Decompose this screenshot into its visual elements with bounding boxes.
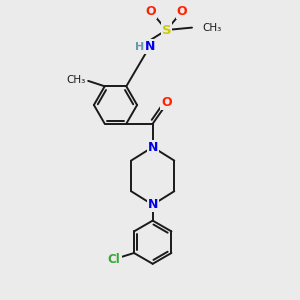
Text: Cl: Cl: [108, 254, 121, 266]
Text: H: H: [136, 41, 145, 52]
Text: O: O: [161, 96, 172, 109]
Text: CH₃: CH₃: [202, 22, 222, 33]
Text: CH₃: CH₃: [67, 75, 86, 85]
Text: O: O: [146, 5, 156, 18]
Text: N: N: [148, 141, 158, 154]
Text: N: N: [148, 198, 158, 211]
Text: S: S: [162, 23, 171, 37]
Text: O: O: [177, 5, 188, 18]
Text: N: N: [145, 40, 155, 53]
